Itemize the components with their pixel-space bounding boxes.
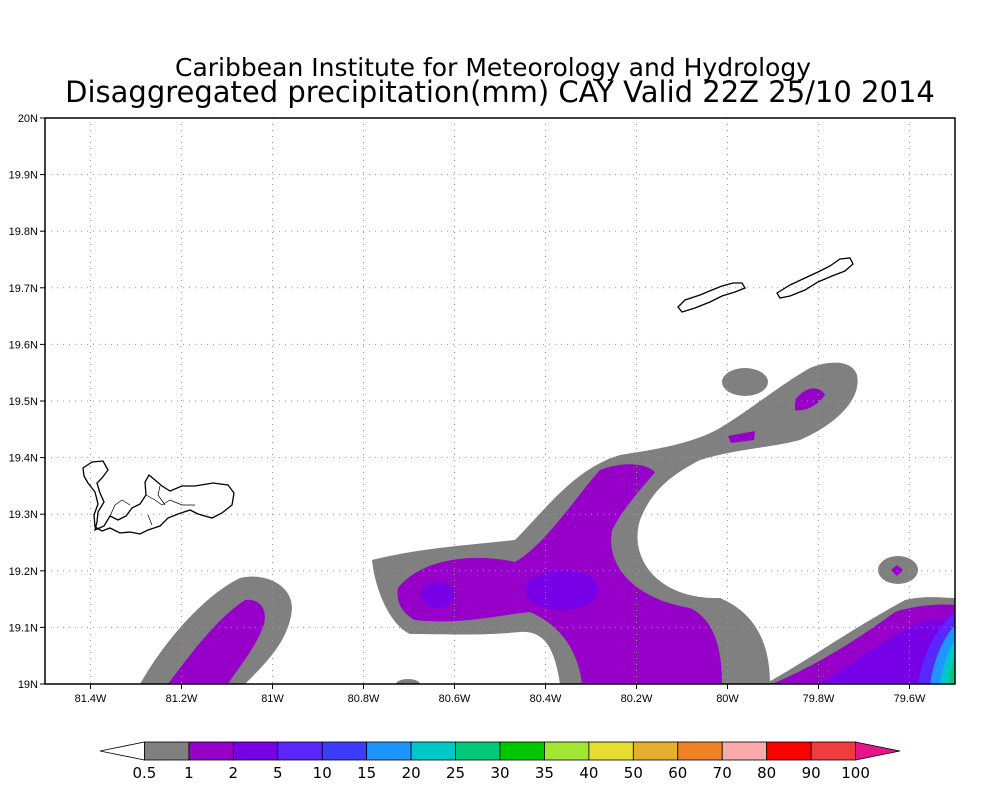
- colorbar-label: 15: [357, 764, 376, 782]
- x-tick-label: 80.6W: [439, 693, 471, 705]
- colorbar-label: 40: [579, 764, 598, 782]
- colorbar-segment: [321, 741, 368, 761]
- x-tick-label: 80.4W: [530, 693, 562, 705]
- title-line-2: Disaggregated precipitation(mm) CAY Vali…: [65, 75, 935, 109]
- precip-core-west: [168, 599, 265, 684]
- colorbar-segment: [144, 741, 190, 761]
- colorbar-segment: [721, 741, 768, 761]
- colorbar-label: 100: [841, 764, 870, 782]
- y-tick-label: 19.4N: [9, 453, 38, 465]
- precip-peak-1: [421, 582, 455, 608]
- y-tick-label: 19.8N: [9, 226, 38, 238]
- gridlines: [45, 117, 955, 685]
- y-tick-label: 19.3N: [9, 509, 38, 521]
- colorbar-label: 20: [402, 764, 421, 782]
- colorbar-segment: [544, 741, 590, 761]
- x-tick-label: 81W: [261, 693, 284, 705]
- grand-cayman-coast: [82, 460, 235, 535]
- grand-cayman-interior: [109, 485, 195, 526]
- title-line-1: Caribbean Institute for Meteorology and …: [175, 53, 811, 82]
- x-tick-label: 79.8W: [803, 693, 835, 705]
- precip-core-northeast: [795, 388, 825, 411]
- colorbar-segment: [99, 741, 145, 761]
- colorbar-label: 35: [535, 764, 554, 782]
- colorbar-label: 1: [184, 764, 194, 782]
- colorbar-segment: [188, 741, 234, 761]
- colorbar-segment: [810, 741, 856, 761]
- colorbar-segment: [232, 741, 279, 761]
- precip-peak-2: [525, 570, 599, 610]
- precip-core-north: [728, 431, 755, 443]
- colorbar-segment: [677, 741, 723, 761]
- y-tick-label: 19.6N: [9, 339, 38, 351]
- colorbar-label: 80: [757, 764, 776, 782]
- colorbar-label: 60: [668, 764, 687, 782]
- colorbar-segment: [766, 741, 812, 761]
- x-tick-label: 80.2W: [621, 693, 653, 705]
- y-tick-label: 19.5N: [9, 396, 38, 408]
- y-tick-label: 19N: [18, 679, 38, 691]
- precipitation-field: [140, 362, 955, 684]
- colorbar: 0.5 1 2 5 10 15 20 25 30 35 40 50 60 70 80 90 100: [99, 741, 901, 782]
- x-tick-label: 80.8W: [348, 693, 380, 705]
- colorbar-segment: [499, 741, 545, 761]
- x-tick-label: 81.4W: [75, 693, 107, 705]
- colorbar-segment: [632, 741, 679, 761]
- colorbar-segment: [455, 741, 501, 761]
- y-tick-label: 20N: [18, 113, 38, 125]
- colorbar-label: 25: [446, 764, 465, 782]
- cayman-brac-coast: [776, 257, 854, 299]
- colorbar-segment: [855, 741, 901, 761]
- x-tick-label: 81.2W: [166, 693, 198, 705]
- y-tick-label: 19.7N: [9, 283, 38, 295]
- precip-peak-east: [820, 617, 955, 684]
- x-tick-label: 80W: [716, 693, 739, 705]
- x-tick-label: 79.6W: [894, 693, 926, 705]
- colorbar-segment: [277, 741, 323, 761]
- colorbar-label: 90: [802, 764, 821, 782]
- colorbar-segment: [588, 741, 634, 761]
- precip-area-bottom: [396, 679, 420, 684]
- y-tick-label: 19.2N: [9, 566, 38, 578]
- little-cayman-coast: [677, 282, 746, 313]
- colorbar-segment: [410, 741, 456, 761]
- x-axis: 81.4W 81.2W 81W 80.8W 80.6W 80.4W 80.2W 80W 79.8…: [75, 684, 926, 705]
- precip-area-island: [722, 368, 768, 396]
- coastlines: [82, 257, 854, 535]
- y-tick-label: 19.1N: [9, 622, 38, 634]
- colorbar-label: 5: [273, 764, 283, 782]
- colorbar-label: 2: [229, 764, 239, 782]
- colorbar-label: 50: [624, 764, 643, 782]
- y-tick-label: 19.9N: [9, 170, 38, 182]
- colorbar-segment: [366, 741, 412, 761]
- colorbar-label: 30: [490, 764, 509, 782]
- colorbar-label: 70: [713, 764, 732, 782]
- y-axis: 19N 19.1N 19.2N 19.3N 19.4N 19.5N 19.6N 19.7N 19…: [9, 113, 45, 691]
- colorbar-label: 0.5: [133, 764, 157, 782]
- colorbar-label: 10: [313, 764, 332, 782]
- precip-high-4: [948, 655, 955, 684]
